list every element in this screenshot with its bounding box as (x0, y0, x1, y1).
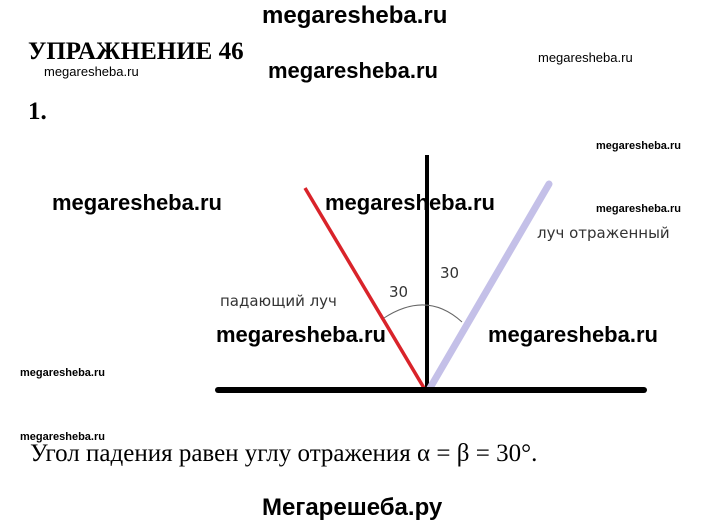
reflected-ray-label: луч отраженный (537, 224, 670, 242)
watermark: megaresheba.ru (52, 190, 222, 215)
watermark: megaresheba.ru (44, 64, 139, 79)
watermark: megaresheba.ru (262, 2, 448, 29)
watermark: megaresheba.ru (325, 190, 495, 215)
reflected-ray (426, 180, 553, 392)
watermark: megaresheba.ru (596, 203, 681, 215)
exercise-heading: УПРАЖНЕНИЕ 46 (28, 38, 244, 65)
reflection-angle-label: 30 (440, 264, 460, 282)
watermark: megaresheba.ru (20, 367, 105, 379)
incidence-angle-label: 30 (389, 283, 409, 301)
item-number: 1. (28, 98, 47, 125)
watermark: megaresheba.ru (596, 140, 681, 152)
watermark: megaresheba.ru (20, 431, 105, 443)
watermark: megaresheba.ru (538, 50, 633, 65)
watermark: megaresheba.ru (216, 322, 386, 347)
watermark: megaresheba.ru (488, 322, 658, 347)
answer-text: Угол падения равен углу отражения α = β … (30, 440, 538, 467)
watermark: Мегарешеба.ру (262, 494, 443, 521)
incident-ray (303, 187, 426, 389)
angle-arc (383, 304, 463, 323)
watermark: megaresheba.ru (268, 58, 438, 83)
incident-ray-label: падающий луч (220, 292, 337, 310)
